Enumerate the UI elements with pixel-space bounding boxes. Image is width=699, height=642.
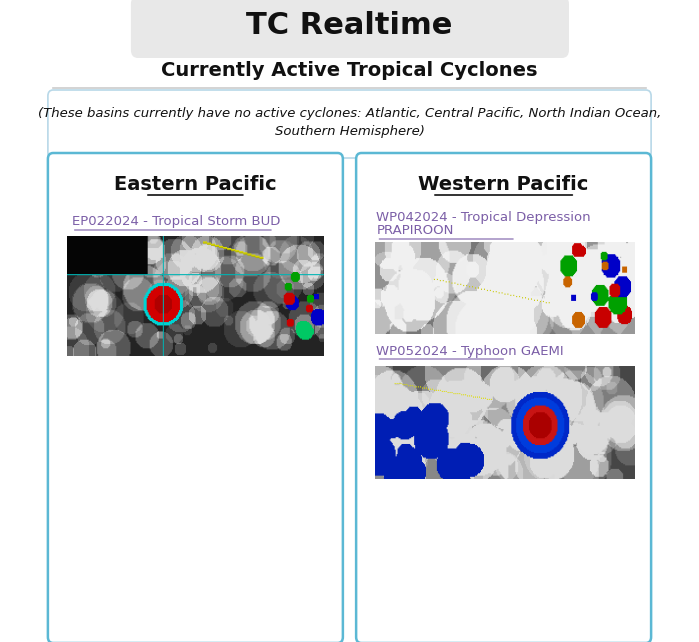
Text: EP022024 - Tropical Storm BUD: EP022024 - Tropical Storm BUD: [72, 216, 280, 229]
FancyBboxPatch shape: [48, 90, 651, 158]
Text: WP052024 - Typhoon GAEMI: WP052024 - Typhoon GAEMI: [377, 345, 564, 358]
Text: Eastern Pacific: Eastern Pacific: [114, 175, 277, 193]
Text: Currently Active Tropical Cyclones: Currently Active Tropical Cyclones: [161, 60, 538, 80]
Text: WP042024 - Tropical Depression: WP042024 - Tropical Depression: [377, 211, 591, 223]
Text: PRAPIROON: PRAPIROON: [377, 225, 454, 238]
FancyBboxPatch shape: [48, 153, 343, 642]
Text: Southern Hemisphere): Southern Hemisphere): [275, 125, 424, 139]
Text: TC Realtime: TC Realtime: [246, 10, 453, 40]
FancyBboxPatch shape: [131, 0, 569, 58]
FancyBboxPatch shape: [356, 153, 651, 642]
Text: Western Pacific: Western Pacific: [419, 175, 589, 193]
Text: (These basins currently have no active cyclones: Atlantic, Central Pacific, Nort: (These basins currently have no active c…: [38, 107, 661, 121]
